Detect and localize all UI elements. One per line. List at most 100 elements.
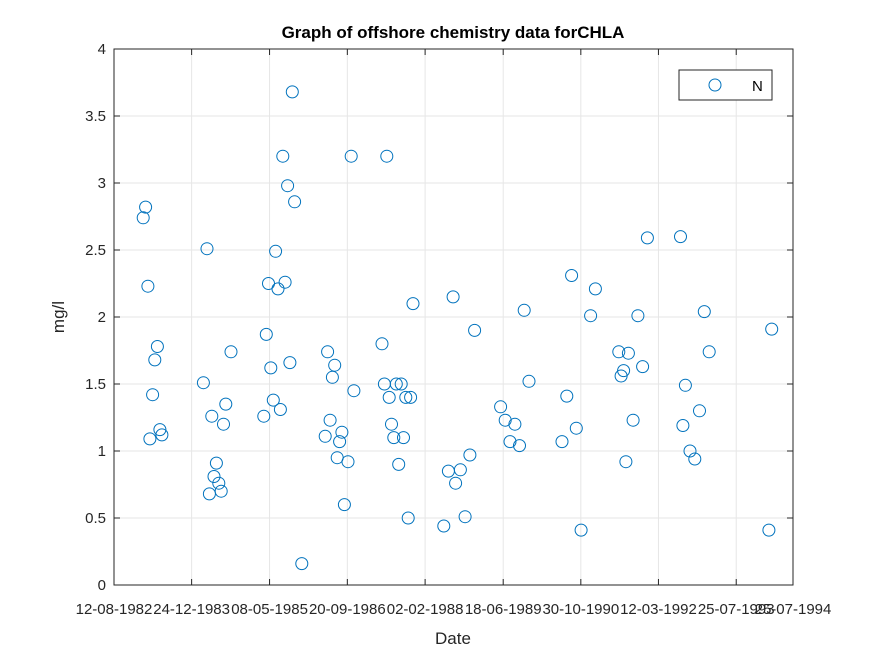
data-point [619,455,633,469]
data-point [266,393,280,407]
data-point [257,409,271,423]
data-point [285,85,299,99]
data-point [143,432,157,446]
y-axis-label: mg/l [49,301,68,333]
data-point [617,364,631,378]
data-point [399,390,413,404]
data-point [401,511,415,525]
y-tick-label: 3.5 [85,108,106,125]
y-tick-label: 3 [98,175,106,192]
x-axis-label: Date [435,629,471,648]
data-point [150,340,164,353]
data-point [295,557,309,571]
data-point [508,417,522,431]
data-point [621,346,635,360]
data-point [344,149,358,163]
data-point [458,510,472,524]
data-point [565,269,579,282]
data-point [688,452,702,466]
data-point [273,403,287,416]
data-point [494,400,508,414]
data-point [207,470,221,483]
x-tick-label: 25-07-1993 [698,601,775,618]
data-point [574,523,588,537]
legend-box [678,69,773,101]
data-point [318,429,332,443]
data-point [446,290,460,304]
data-point [584,309,598,323]
data-point [382,390,396,404]
data-point [217,417,230,431]
data-point [693,404,706,418]
data-point [640,231,654,245]
data-point [676,419,690,432]
data-point [328,358,342,372]
data-point [498,413,512,427]
data-point [463,448,477,462]
data-point [503,435,517,449]
data-point [513,439,526,453]
data-point [341,455,355,469]
data-point [347,384,361,398]
data-point [380,149,394,163]
data-point [325,370,339,384]
data-point [333,435,347,449]
y-tick-label: 0.5 [85,510,106,527]
data-point [762,523,776,537]
data-point [141,279,155,293]
legend-marker [708,78,722,92]
data-point [148,353,162,367]
data-point [697,305,711,319]
chart-title: Graph of offshore chemistry data forCHLA [282,23,625,42]
data-point [375,337,389,351]
data-point [219,397,233,411]
data-point [271,282,285,296]
x-tick-label: 30-10-1990 [542,601,619,618]
data-point [389,377,403,391]
data-point [404,390,418,404]
legend: N [678,69,773,101]
y-tick-label: 2 [98,309,106,326]
x-tick-label: 12-03-1992 [620,601,697,618]
data-point [468,323,482,337]
x-tick-label: 12-08-1982 [76,601,153,618]
data-point [683,444,697,458]
data-point [612,345,626,359]
data-points [136,85,779,571]
data-point [394,377,408,391]
data-point [636,360,650,374]
data-point [522,374,536,388]
data-point [281,179,295,193]
x-tick-label: 20-09-1986 [309,601,386,618]
data-point [517,303,531,317]
data-point [196,376,210,390]
data-point [765,322,779,336]
y-tick-label: 1 [98,443,106,460]
data-point [269,244,283,258]
data-point [337,498,351,512]
data-point [153,423,167,437]
data-point [224,345,238,359]
data-point [397,431,410,445]
data-point [212,476,226,490]
data-point [678,378,692,392]
legend-entry: N [752,78,763,95]
data-point [588,282,602,296]
data-point [209,456,223,470]
data-point [155,428,169,442]
data-point [555,435,569,449]
y-tick-label: 0 [98,577,106,594]
data-point [264,361,278,375]
data-point [437,519,451,533]
data-point [569,421,583,435]
data-point [139,200,153,214]
data-point [453,463,467,477]
data-point [626,413,640,427]
x-tick-label: 08-05-1985 [231,601,308,618]
data-point [335,425,349,439]
data-point [406,297,420,311]
data-point [283,356,297,370]
x-tick-label: 02-02-1988 [387,601,464,618]
data-point [323,413,337,427]
